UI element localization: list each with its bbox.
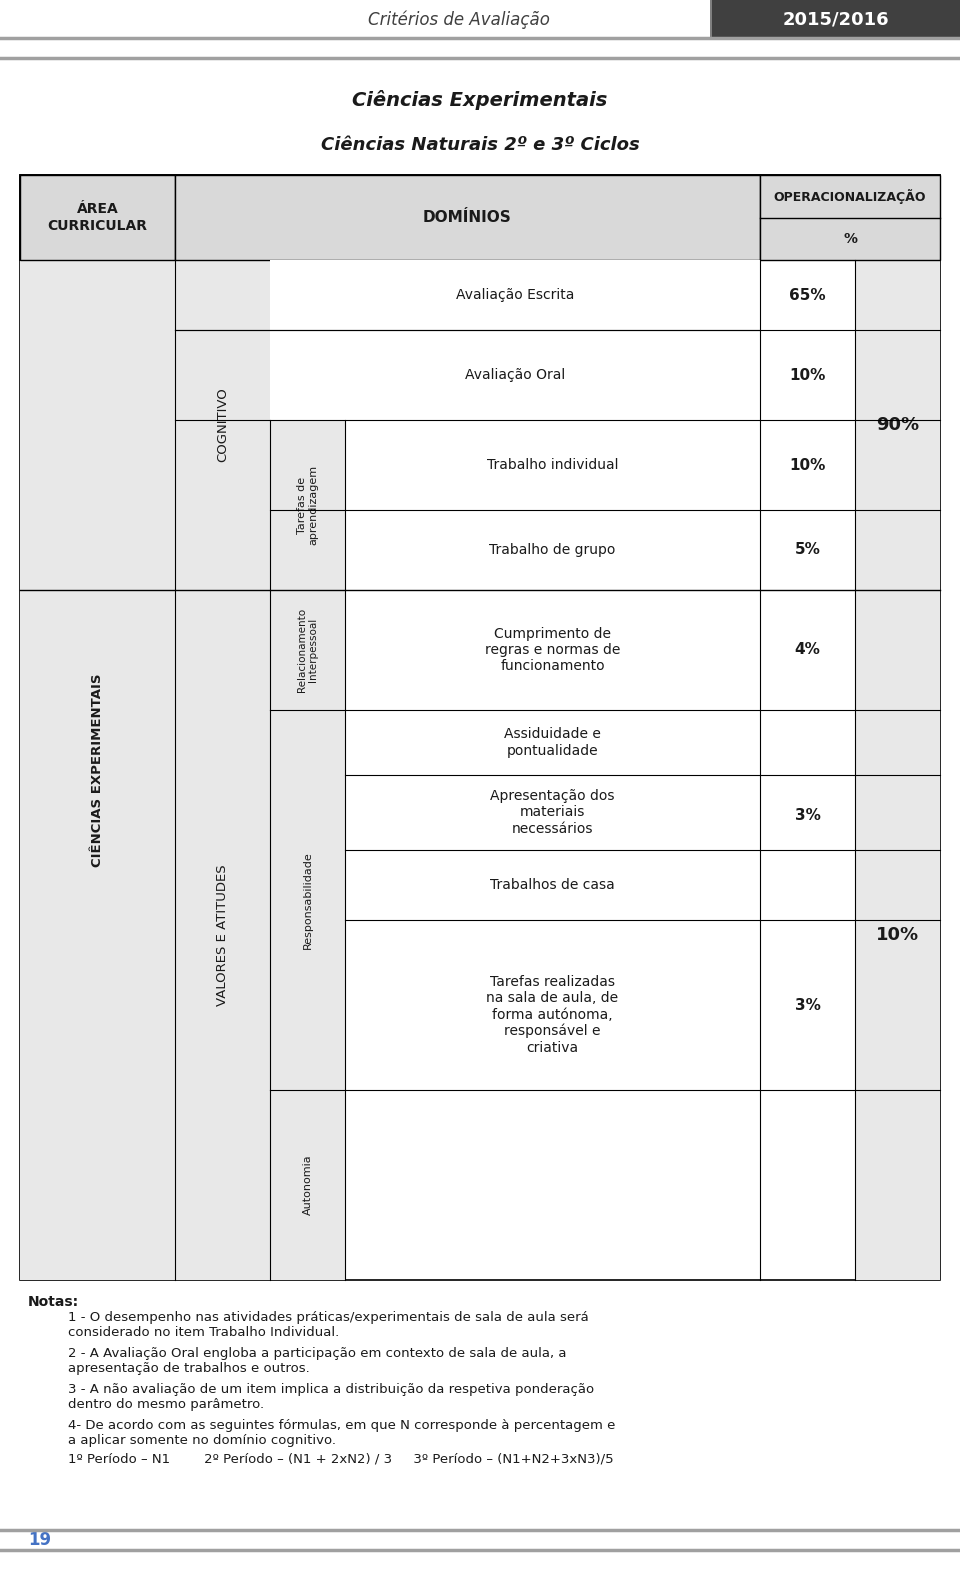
Bar [855, 260, 940, 1281]
Bar [270, 260, 345, 1281]
Bar [20, 175, 940, 1281]
Text: 4- De acordo com as seguintes fórmulas, em que N corresponde à percentagem e
a a: 4- De acordo com as seguintes fórmulas, … [68, 1419, 615, 1448]
Text: Tarefas de
aprendizagem: Tarefas de aprendizagem [297, 465, 319, 546]
Text: 10%: 10% [876, 926, 919, 945]
Bar [712, 0, 960, 38]
Text: 19: 19 [29, 1531, 52, 1549]
Text: Critérios de Avaliação: Critérios de Avaliação [368, 11, 550, 30]
Text: Trabalhos de casa: Trabalhos de casa [491, 878, 614, 893]
Bar [760, 175, 940, 260]
Text: 3%: 3% [795, 998, 821, 1012]
Text: DOMÍNIOS: DOMÍNIOS [423, 210, 512, 226]
Text: 10%: 10% [789, 457, 826, 473]
Text: Apresentação dos
materiais
necessários: Apresentação dos materiais necessários [491, 790, 614, 836]
Text: OPERACIONALIZAÇÃO: OPERACIONALIZAÇÃO [774, 189, 926, 203]
Bar [270, 260, 760, 419]
Text: Responsabilidade: Responsabilidade [302, 852, 313, 949]
Text: 2015/2016: 2015/2016 [782, 9, 889, 28]
Text: Avaliação Oral: Avaliação Oral [465, 367, 565, 382]
Text: Ciências Experimentais: Ciências Experimentais [352, 90, 608, 110]
Text: Trabalho individual: Trabalho individual [487, 457, 618, 472]
Text: Assiduidade e
pontualidade: Assiduidade e pontualidade [504, 727, 601, 757]
Text: Notas:: Notas: [28, 1295, 79, 1309]
Text: 3%: 3% [795, 807, 821, 823]
Text: 3 - A não avaliação de um item implica a distribuição da respetiva ponderação
de: 3 - A não avaliação de um item implica a… [68, 1383, 594, 1411]
Bar [175, 175, 760, 260]
Text: 2 - A Avaliação Oral engloba a participação em contexto de sala de aula, a
apres: 2 - A Avaliação Oral engloba a participa… [68, 1347, 566, 1375]
Text: 4%: 4% [795, 642, 821, 658]
Bar [175, 260, 270, 1281]
Text: VALORES E ATITUDES: VALORES E ATITUDES [216, 864, 229, 1006]
Text: Autonomia: Autonomia [302, 1154, 313, 1216]
Text: 1 - O desempenho nas atividades práticas/experimentais de sala de aula será
cons: 1 - O desempenho nas atividades práticas… [68, 1310, 588, 1339]
Text: 5%: 5% [795, 542, 821, 558]
Bar [20, 175, 940, 260]
Bar [20, 175, 175, 260]
Text: Avaliação Escrita: Avaliação Escrita [456, 289, 574, 303]
Text: 65%: 65% [789, 287, 826, 303]
Text: Relacionamento
Interpessoal: Relacionamento Interpessoal [297, 609, 319, 692]
Bar [20, 260, 175, 1281]
Bar [710, 0, 712, 38]
Text: ÁREA
CURRICULAR: ÁREA CURRICULAR [47, 202, 148, 232]
Text: Ciências Naturais 2º e 3º Ciclos: Ciências Naturais 2º e 3º Ciclos [321, 136, 639, 155]
Text: 90%: 90% [876, 416, 919, 434]
Text: COGNITIVO: COGNITIVO [216, 388, 229, 462]
Text: 10%: 10% [789, 367, 826, 383]
Text: 1º Período – N1        2º Período – (N1 + 2xN2) / 3     3º Período – (N1+N2+3xN3: 1º Período – N1 2º Período – (N1 + 2xN2)… [68, 1452, 613, 1467]
Text: Cumprimento de
regras e normas de
funcionamento: Cumprimento de regras e normas de funcio… [485, 626, 620, 673]
Text: Trabalho de grupo: Trabalho de grupo [490, 542, 615, 557]
Text: CIÊNCIAS EXPERIMENTAIS: CIÊNCIAS EXPERIMENTAIS [91, 673, 104, 867]
Text: %: % [843, 232, 857, 246]
Text: Tarefas realizadas
na sala de aula, de
forma autónoma,
responsável e
criativa: Tarefas realizadas na sala de aula, de f… [487, 975, 618, 1055]
